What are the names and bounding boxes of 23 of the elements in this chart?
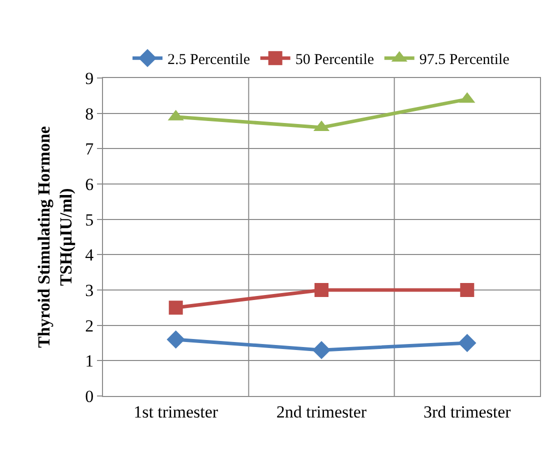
y-tick-label: 9	[85, 68, 94, 88]
point	[312, 340, 331, 360]
legend-label: 97.5 Percentile	[419, 52, 510, 68]
y-tick-label: 3	[85, 280, 94, 300]
y-axis-title: Thyroid Stimulating Hormone TSH(µIU/ml)	[34, 126, 76, 348]
legend-label: 2.5 Percentile	[168, 52, 250, 68]
y-tick-label: 4	[85, 246, 94, 265]
y-tick-label: 8	[85, 104, 94, 124]
x-tick-label: 3rd trimester	[424, 402, 512, 422]
y-tick-label: 5	[85, 210, 94, 230]
point	[168, 300, 183, 315]
x-tick-label: 1st trimester	[134, 402, 218, 422]
y-tick-label: 0	[85, 386, 94, 406]
legend-label: 50 Percentile	[295, 52, 374, 68]
x-tick-label: 2nd trimester	[276, 402, 367, 422]
point	[460, 283, 474, 297]
y-tick-label: 2	[85, 316, 94, 336]
y-tick-label: 6	[85, 174, 94, 194]
point	[314, 283, 328, 297]
y-tick-label: 1	[85, 352, 94, 371]
point	[458, 334, 476, 352]
point	[166, 330, 185, 349]
y-tick-label: 7	[85, 140, 94, 159]
